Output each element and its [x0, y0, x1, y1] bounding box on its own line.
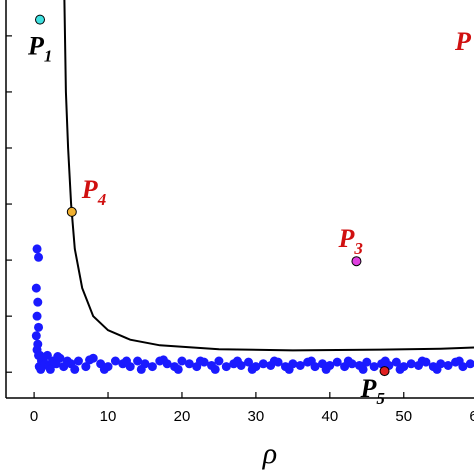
- scatter-point: [391, 357, 401, 367]
- scatter-point: [34, 322, 44, 332]
- point-label-sub: 5: [376, 389, 385, 408]
- x-axis-label: ρ: [262, 437, 277, 470]
- point-label-sub: 1: [44, 47, 53, 66]
- scatter-point: [284, 364, 294, 374]
- point-label: P1: [27, 32, 52, 66]
- point-label: P4: [81, 175, 106, 209]
- scatter-point: [247, 364, 257, 374]
- scatter-point: [70, 364, 80, 374]
- scatter-point: [258, 359, 268, 369]
- scatter-point: [34, 252, 44, 262]
- scatter-point: [269, 356, 279, 366]
- scatter-point: [99, 364, 109, 374]
- point: [35, 14, 46, 25]
- point-label-sub: 3: [353, 239, 363, 258]
- point: [66, 206, 77, 217]
- curve: [63, 0, 474, 352]
- scatter-point: [122, 356, 132, 366]
- point: [351, 256, 362, 267]
- scatter-point: [210, 364, 220, 374]
- annotation: P: [454, 27, 472, 56]
- scatter-point: [32, 311, 42, 321]
- point-label: P5: [360, 374, 386, 408]
- scatter-point: [395, 364, 405, 374]
- point-label-name: P: [27, 32, 45, 61]
- scatter-point: [53, 352, 63, 362]
- scatter-point: [158, 355, 168, 365]
- scatter-point: [31, 331, 41, 341]
- scatter-point: [295, 360, 305, 370]
- scatter-point: [85, 355, 95, 365]
- scatter-point: [244, 357, 254, 367]
- scatter-point: [173, 364, 183, 374]
- point-label: P3: [337, 224, 363, 258]
- scatter-point: [332, 357, 342, 367]
- point-label-name: P: [337, 224, 355, 253]
- scatter-point: [33, 297, 43, 307]
- x-tick-label: 30: [248, 408, 265, 425]
- scatter-point: [32, 244, 42, 254]
- scatter-point: [136, 364, 146, 374]
- x-tick-label: 50: [395, 408, 412, 425]
- scatter-point: [406, 359, 416, 369]
- scatter-point: [380, 356, 390, 366]
- scatter-point: [417, 356, 427, 366]
- scatter-point: [443, 360, 453, 370]
- scatter-point: [147, 362, 157, 372]
- scatter-point: [195, 356, 205, 366]
- scatter-point: [221, 362, 231, 372]
- scatter-point: [73, 356, 83, 366]
- scatter-point: [362, 357, 372, 367]
- scatter-point: [45, 364, 55, 374]
- x-tick-label: 40: [321, 408, 338, 425]
- scatter-point: [358, 364, 368, 374]
- scatter-point: [232, 356, 242, 366]
- scatter-point: [321, 364, 331, 374]
- scatter-point: [214, 356, 224, 366]
- scatter-point: [110, 356, 120, 366]
- scatter-point: [306, 356, 316, 366]
- scatter-point: [465, 359, 474, 369]
- scatter-point: [454, 356, 464, 366]
- scatter-point: [177, 356, 187, 366]
- scatter-point: [343, 356, 353, 366]
- point: [379, 366, 390, 377]
- scatter-point: [133, 356, 143, 366]
- scatter-point: [184, 359, 194, 369]
- scatter-point: [432, 364, 442, 374]
- x-tick-label: 60: [469, 408, 474, 425]
- scatter-point: [31, 283, 41, 293]
- scatter-point: [81, 362, 91, 372]
- x-tick-label: 10: [100, 408, 117, 425]
- x-tick-label: 20: [174, 408, 191, 425]
- point-label-name: P: [81, 175, 99, 204]
- point-label-sub: 4: [97, 190, 107, 209]
- scatter-point: [369, 362, 379, 372]
- point-label-name: P: [360, 374, 378, 403]
- x-tick-label: 0: [30, 408, 38, 425]
